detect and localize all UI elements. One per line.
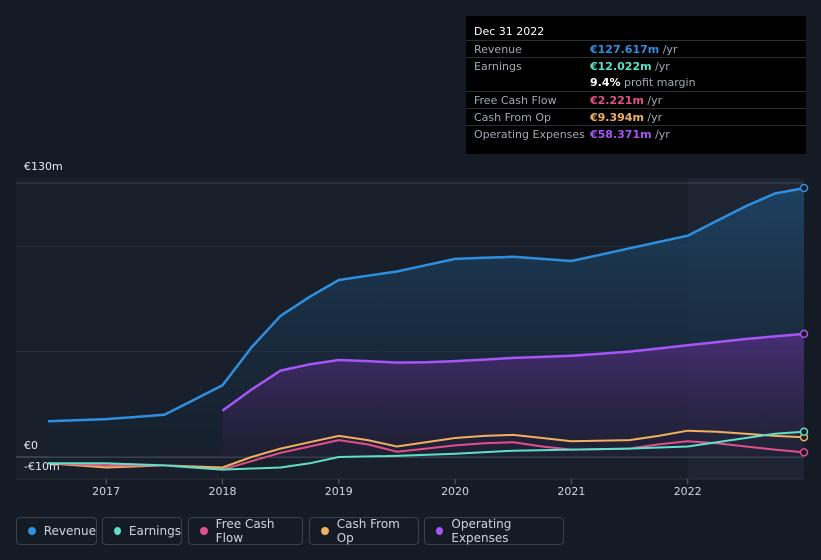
line-earnings	[48, 430, 805, 471]
legend-dot-icon	[114, 527, 121, 535]
series-lines	[47, 186, 805, 471]
legend-label: Revenue	[43, 524, 96, 538]
legend-free-cash-flow[interactable]: Free Cash Flow	[188, 517, 303, 545]
endpoint-free-cash-flow	[799, 448, 809, 457]
tooltip-label: Earnings	[474, 60, 522, 73]
line-cash-from-op	[47, 429, 805, 469]
tooltip-value-revenue: €127.617m /yr	[590, 43, 678, 56]
x-tick-label: 2021	[557, 485, 585, 498]
y-tick-label-top: €130m	[24, 160, 63, 173]
x-axis-ticks: 2017 2018 2019 2020 2021 2022	[92, 479, 702, 498]
x-tick-label: 2020	[441, 485, 469, 498]
legend-earnings[interactable]: Earnings	[102, 517, 182, 545]
line-operating-expenses	[221, 332, 805, 412]
y-tick-label-bottom: -€10m	[24, 460, 60, 473]
tooltip-row-revenue: Revenue €127.617m /yr	[466, 40, 806, 58]
endpoint-operating-expenses	[799, 329, 809, 339]
legend-dot-icon	[200, 527, 208, 535]
endpoint-revenue	[799, 183, 809, 193]
series-endpoints	[799, 183, 809, 457]
area-operating-expenses	[222, 333, 804, 457]
tooltip-value-cfo: €9.394m /yr	[590, 111, 663, 124]
legend-dot-icon	[321, 527, 329, 535]
tooltip-row-opex: Operating Expenses €58.371m /yr	[466, 125, 806, 143]
tooltip-value-fcf: €2.221m /yr	[590, 94, 663, 107]
line-free-cash-flow	[47, 439, 805, 471]
tooltip-label: Free Cash Flow	[474, 94, 557, 107]
tooltip-value-opex: €58.371m /yr	[590, 128, 670, 141]
legend-label: Free Cash Flow	[215, 517, 275, 545]
tooltip-label: Operating Expenses	[474, 128, 585, 141]
tooltip-row-cfo: Cash From Op €9.394m /yr	[466, 108, 806, 126]
tooltip-date: Dec 31 2022	[474, 25, 545, 38]
tooltip-label: Cash From Op	[474, 111, 552, 124]
legend-cash-from-op[interactable]: Cash From Op	[309, 517, 419, 545]
legend-revenue[interactable]: Revenue	[16, 517, 97, 545]
x-tick-label: 2017	[92, 485, 120, 498]
series-areas	[48, 188, 804, 457]
legend-operating-expenses[interactable]: Operating Expenses	[424, 517, 564, 545]
tooltip-row-fcf: Free Cash Flow €2.221m /yr	[466, 91, 806, 109]
endpoint-earnings	[799, 427, 809, 436]
tooltip-row-margin: 9.4% profit margin	[466, 74, 806, 91]
x-tick-label: 2018	[208, 485, 236, 498]
legend-label: Cash From Op	[336, 517, 400, 545]
x-tick-label: 2022	[674, 485, 702, 498]
x-tick-label: 2019	[325, 485, 353, 498]
tooltip-label: Revenue	[474, 43, 522, 56]
legend-dot-icon	[436, 527, 444, 535]
data-tooltip: Dec 31 2022 Revenue €127.617m /yr Earnin…	[466, 16, 806, 154]
legend-dot-icon	[28, 527, 36, 535]
line-revenue	[47, 186, 805, 423]
tooltip-value-earnings: €12.022m /yr	[590, 60, 670, 73]
y-tick-label-zero: €0	[24, 439, 38, 452]
tooltip-profit-margin: 9.4% profit margin	[590, 76, 696, 89]
legend-label: Earnings	[128, 524, 181, 538]
tooltip-row-earnings: Earnings €12.022m /yr	[466, 57, 806, 75]
legend-label: Operating Expenses	[451, 517, 512, 545]
